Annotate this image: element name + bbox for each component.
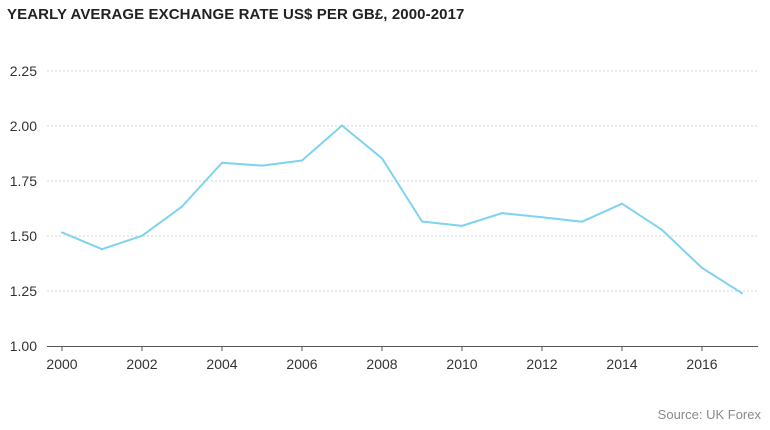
data-point-2014 [621,202,623,205]
x-tick-label: 2004 [206,356,237,372]
y-tick-labels: 1.00 1.25 1.50 1.75 2.00 2.25 [10,63,37,354]
y-tick-label: 1.50 [10,228,37,244]
data-point-2013 [581,220,583,223]
x-tick-labels: 2000 2002 2004 2006 2008 2010 2012 2014 2016 [46,346,718,372]
grid-layer [47,70,758,347]
x-tick-label: 2012 [526,356,557,372]
y-tick-label: 1.75 [10,173,37,189]
series-line-0 [61,124,743,295]
data-point-2017 [741,292,743,295]
data-point-2008 [381,157,383,160]
x-tick-label: 2010 [446,356,477,372]
data-point-2001 [101,248,103,251]
y-tick-label: 1.25 [10,283,37,299]
data-point-2005 [261,164,263,167]
x-tick-label: 2000 [46,356,77,372]
y-tick-label: 2.25 [10,63,37,79]
x-tick-label: 2008 [366,356,397,372]
x-tick-label: 2016 [686,356,717,372]
data-point-2000 [61,231,63,234]
x-tick-label: 2002 [126,356,157,372]
y-tick-label: 2.00 [10,118,37,134]
data-point-2002 [141,234,143,237]
data-point-2016 [701,266,703,269]
data-point-2006 [301,159,303,162]
source-note: Source: UK Forex [657,407,761,422]
data-point-2012 [541,216,543,219]
data-point-2004 [221,161,223,164]
data-point-2011 [501,212,503,215]
data-point-2007 [341,124,343,127]
data-point-2010 [461,224,463,227]
chart-title: YEARLY AVERAGE EXCHANGE RATE US$ PER GB£… [7,6,465,23]
series-layer [61,124,743,295]
x-tick-label: 2006 [286,356,317,372]
x-tick-label: 2014 [606,356,637,372]
exchange-rate-line-chart: 1.001.251.501.752.002.25 2000 2002 2004 200… [10,63,758,372]
y-tick-label: 1.00 [10,338,37,354]
data-point-2015 [661,228,663,231]
data-point-2003 [181,205,183,208]
data-point-2009 [421,220,423,223]
